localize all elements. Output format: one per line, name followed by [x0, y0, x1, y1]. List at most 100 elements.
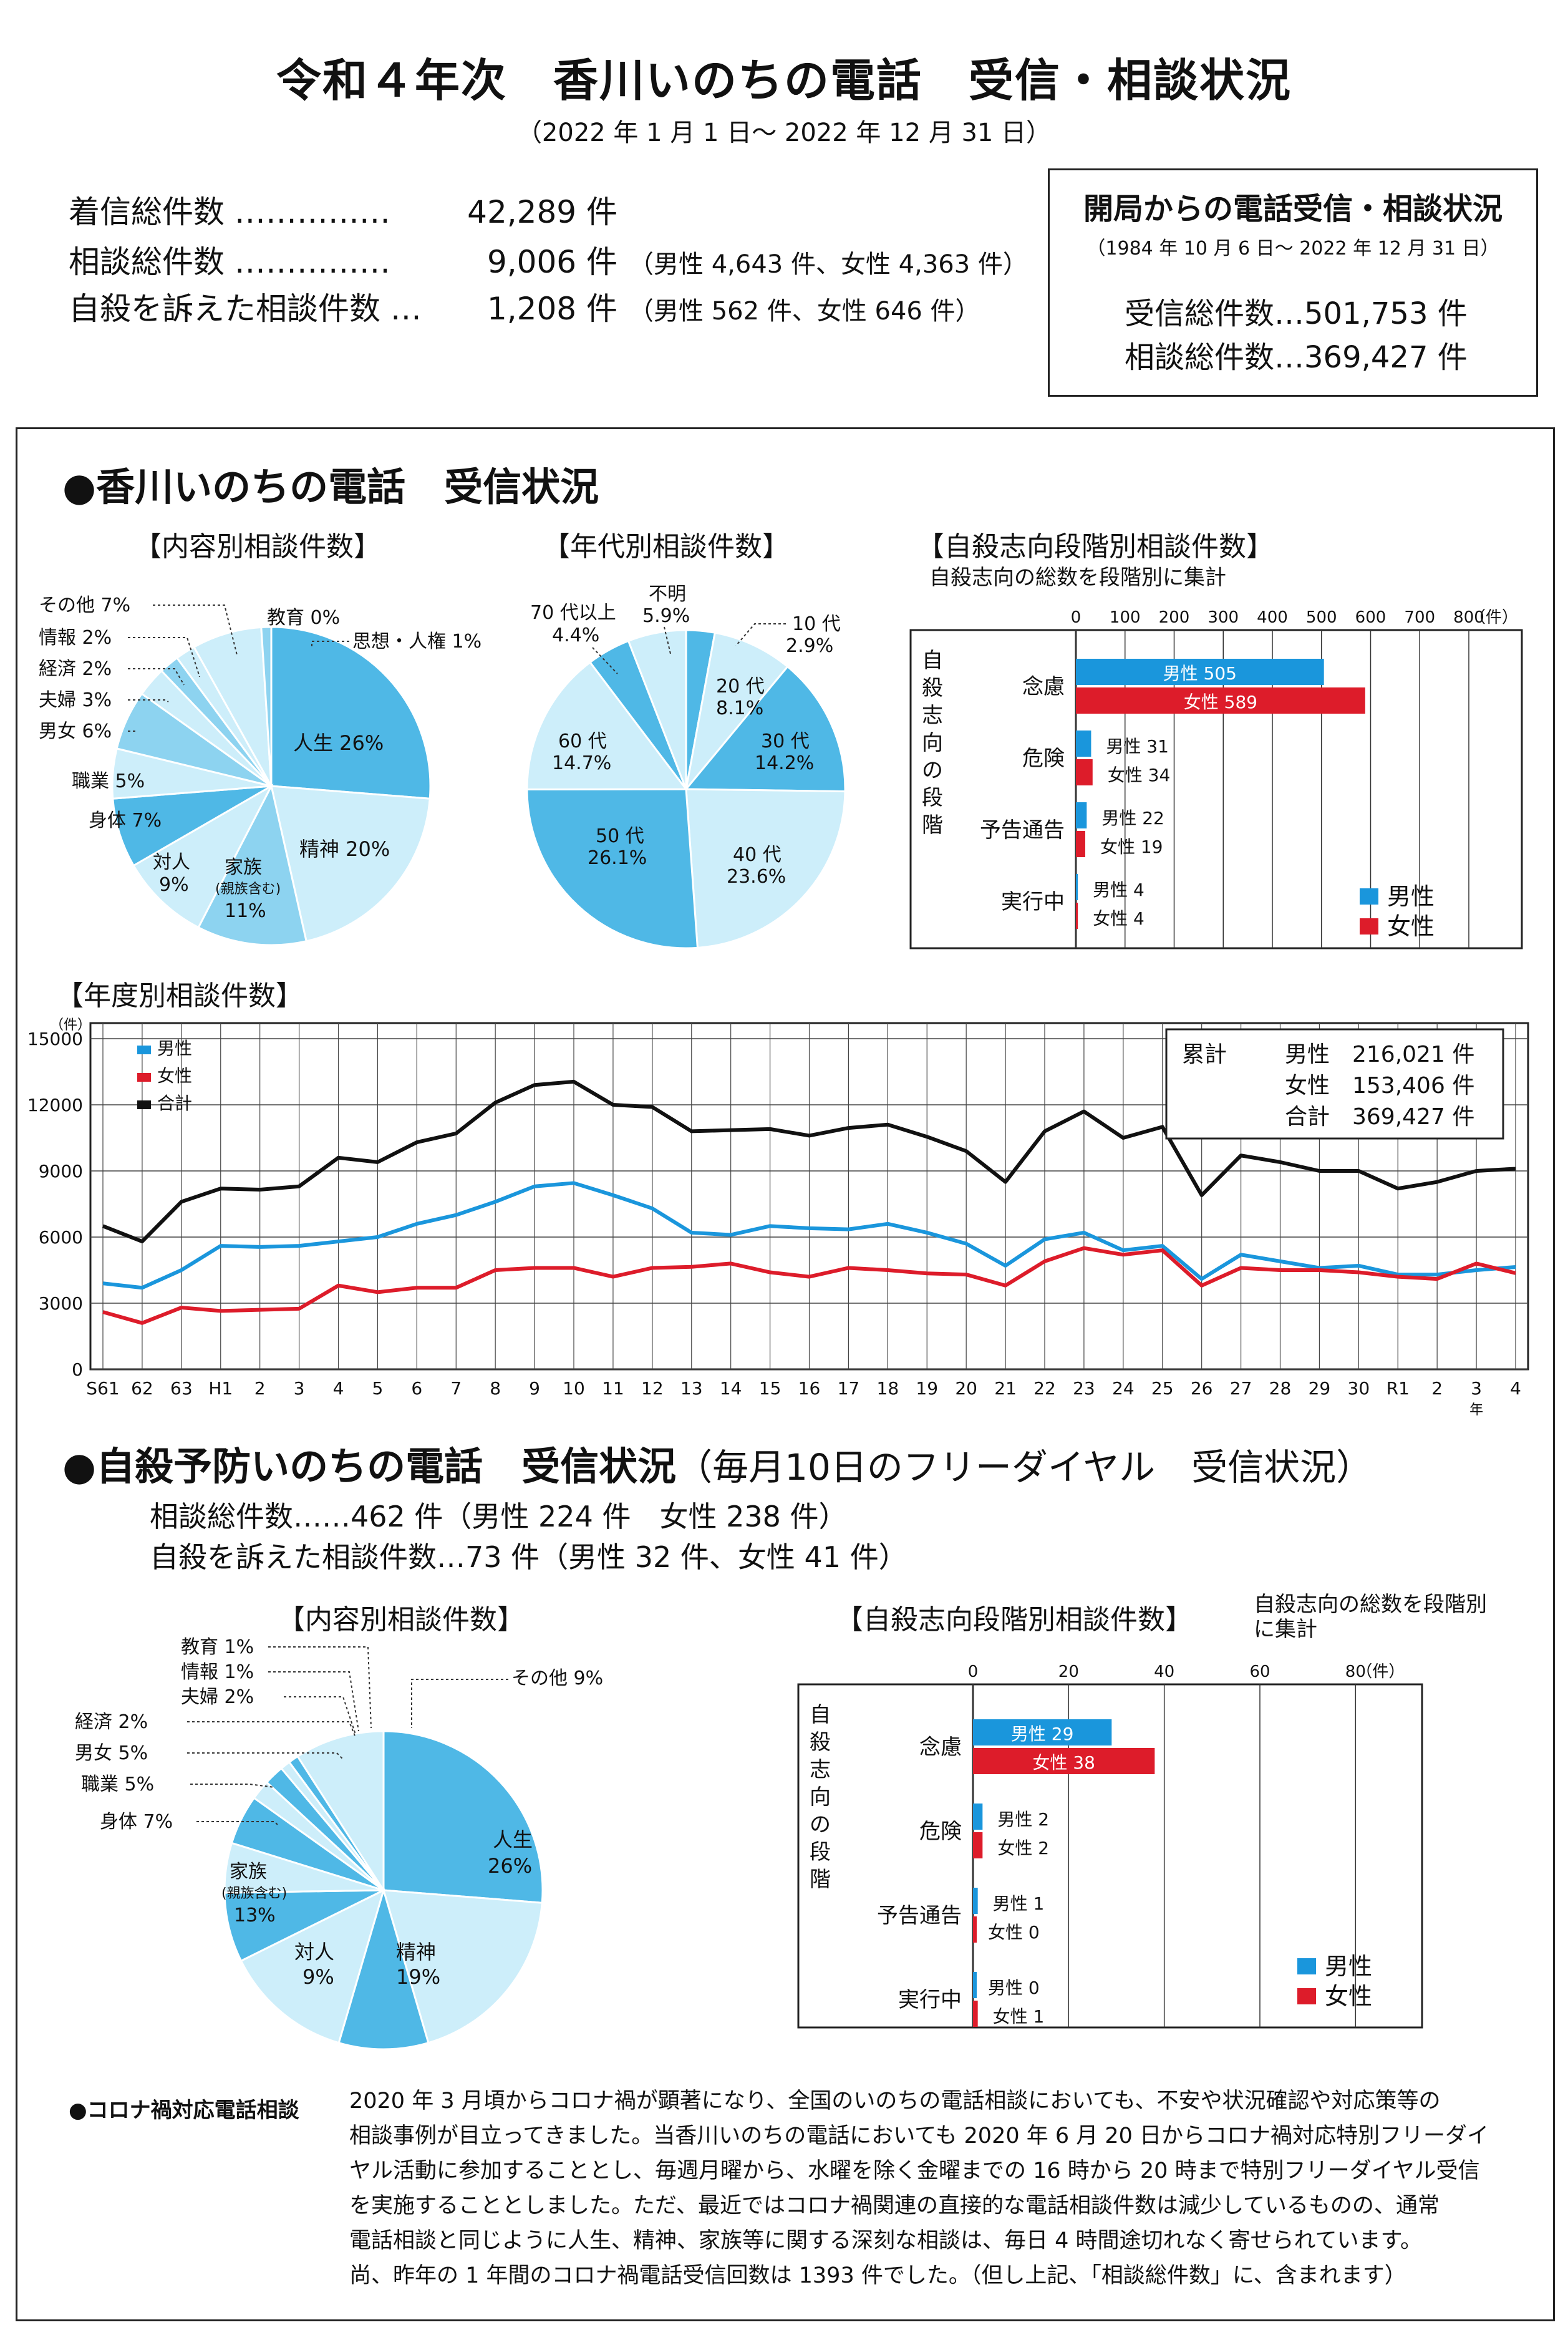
- bar1-legend-swatch: [1360, 888, 1378, 905]
- bar2-tick: 40: [1154, 1663, 1174, 1681]
- line-xtick: 7: [450, 1378, 462, 1399]
- summary-label: 着信総件数 ……………: [69, 194, 390, 230]
- bar1-ylabel: 志: [922, 703, 943, 728]
- pie3-label-jinsei-pct: 26%: [488, 1854, 532, 1878]
- summary-label: 相談総件数 ……………: [69, 244, 390, 280]
- bar1-bar-男性: [1076, 874, 1078, 900]
- bar1-category: 予告通告: [980, 818, 1065, 843]
- pie3-label-fufu: 夫婦 2%: [181, 1686, 254, 1708]
- pie1-label-keizai: 経済 2%: [39, 658, 112, 680]
- pie1-label-taijin: 対人: [153, 852, 190, 873]
- pie2-slice-7: [627, 629, 687, 790]
- bar1-unit: （件）: [1469, 608, 1518, 627]
- pie1-label-kazoku-note: (親族含む): [215, 881, 281, 897]
- bar1-value-label: 男性 505: [1163, 663, 1237, 684]
- section2-line2: 自殺を訴えた相談件数…73 件（男性 32 件、女性 41 件）: [150, 1540, 907, 1574]
- line-ytick: 6000: [39, 1227, 83, 1248]
- bar1-tick: 0: [1071, 608, 1082, 627]
- line-series-男性: [102, 1181, 1516, 1290]
- bar2-category: 念慮: [919, 1735, 962, 1760]
- pie2-label-50-pct: 26.1%: [588, 847, 647, 869]
- pie2-label-30: 30 代: [761, 731, 810, 752]
- bar2-bar-男性: [973, 1972, 977, 1998]
- summary-row-suicide: 自殺を訴えた相談件数 … 1,208 件 （男性 562 件、女性 646 件）: [69, 284, 980, 329]
- pie3-label-taijin-pct: 9%: [302, 1965, 334, 1989]
- note-line: を実施することとしました。ただ、最近ではコロナ禍関連の直接的な電話相談件数は減少…: [349, 2193, 1440, 2218]
- pie2-label-60: 60 代: [558, 731, 607, 752]
- pie2-label-40-pct: 23.6%: [727, 866, 786, 888]
- line-xtick: 27: [1230, 1378, 1252, 1399]
- bar2-value-label: 男性 2: [997, 1809, 1049, 1830]
- pie3-label-joho: 情報 1%: [181, 1661, 254, 1683]
- pie1-slice-4: [112, 785, 272, 867]
- line-totals-box: [1165, 1028, 1504, 1140]
- line-xtick: 2: [254, 1378, 266, 1399]
- line-xtick: 26: [1191, 1378, 1213, 1399]
- bar1-title: 【自殺志向段階別相談件数】: [917, 531, 1274, 563]
- pie3-label-kazoku: 家族: [230, 1861, 267, 1883]
- bar1-tick: 600: [1355, 608, 1387, 627]
- pie1-slice-0: [270, 626, 432, 800]
- line-ytick: 9000: [39, 1161, 83, 1182]
- line-xtick: 23: [1073, 1378, 1095, 1399]
- pie2-slice-1: [684, 631, 789, 793]
- pie2-label-50: 50 代: [596, 825, 644, 847]
- pie3-slice-2: [337, 1886, 430, 2051]
- pie3-label-kazoku-note: (親族含む): [221, 1886, 287, 1901]
- bar2-tick: 0: [968, 1663, 979, 1681]
- line-xtick: 11: [602, 1378, 624, 1399]
- line-totals-female: 女性 153,406 件: [1285, 1073, 1474, 1099]
- pie2-label-20: 20 代: [716, 676, 765, 697]
- pie2-slice-5: [526, 661, 689, 790]
- line-xtick: 63: [170, 1378, 193, 1399]
- bar1-tick: 400: [1257, 608, 1288, 627]
- line-xtick: 16: [798, 1378, 821, 1399]
- pie3-label-kyoiku: 教育 1%: [181, 1636, 254, 1658]
- pie3-slice-1: [382, 1889, 543, 2044]
- bar1-bar-女性: [1076, 687, 1365, 714]
- bar1-bar-男性: [1076, 731, 1091, 757]
- pie2-label-30-pct: 14.2%: [755, 752, 814, 774]
- pie1-label-shintai: 身体 7%: [89, 810, 162, 832]
- line-legend-swatch: [137, 1100, 151, 1109]
- line-xtick: 62: [131, 1378, 153, 1399]
- line-legend-swatch: [137, 1046, 151, 1054]
- pie3-label-shokugyo: 職業 5%: [81, 1774, 154, 1795]
- bar1-category: 危険: [1022, 746, 1065, 771]
- line-legend-label: 合計: [157, 1093, 192, 1114]
- line-unit: （件）: [50, 1017, 91, 1033]
- pie3-label-seishin: 精神: [396, 1940, 436, 1964]
- line-series-合計: [102, 1079, 1516, 1244]
- section2-line1: 相談総件数……462 件（男性 224 件 女性 238 件）: [150, 1500, 848, 1533]
- bar1-ylabel: 階: [922, 813, 943, 838]
- summary-sub: （男性 4,643 件、女性 4,363 件）: [629, 250, 1028, 279]
- line-xtick: 13: [680, 1378, 703, 1399]
- summary-row-calls: 着信総件数 …………… 42,289 件: [69, 187, 629, 232]
- line-xtick: 29: [1309, 1378, 1331, 1399]
- pie3-label-keizai: 経済 2%: [75, 1711, 148, 1733]
- note-line: ヤル活動に参加することとし、毎週月曜から、水曜を除く金曜までの 16 時から 2…: [349, 2158, 1480, 2183]
- bar2-ylabel: 段: [810, 1840, 831, 1865]
- line-xtick: 28: [1269, 1378, 1292, 1399]
- bar2-value-label: 女性 2: [997, 1838, 1049, 1858]
- section2-title: ●自殺予防いのちの電話 受信状況（毎月10日のフリーダイヤル 受信状況）: [62, 1435, 1372, 1491]
- line-xtick: R1: [1387, 1378, 1410, 1399]
- bar1-bar-男性: [1076, 802, 1087, 828]
- summary-value: 9,006 件: [486, 244, 617, 280]
- pie1-label-kyoiku: 教育 0%: [267, 607, 340, 629]
- bar2-subtitle: 自殺志向の総数を段階別に集計: [1254, 1592, 1487, 1642]
- bar2-bar-女性: [973, 1748, 1155, 1774]
- line-ytick: 12000: [27, 1095, 83, 1115]
- pie3-label-taijin: 対人: [294, 1940, 334, 1964]
- note-line: 2020 年 3 月頃からコロナ禍が顕著になり、全国のいのちの電話相談においても…: [349, 2089, 1441, 2114]
- bar2-legend-label: 男性: [1325, 1953, 1372, 1980]
- bar1-tick: 100: [1110, 608, 1141, 627]
- line-xtick: 15: [759, 1378, 782, 1399]
- pie3-label-seishin-pct: 19%: [396, 1965, 440, 1989]
- pie1-label-kazoku-pct: 11%: [225, 900, 266, 922]
- bar2-ylabel: 志: [810, 1757, 831, 1782]
- bar1-chart: 0 100 200 300 400 500 600 700 800（件）自殺志向の段階念慮男性 …: [909, 608, 1523, 949]
- section1-title: ●香川いのちの電話 受信状況: [62, 464, 599, 510]
- bar2-bar-女性: [973, 1916, 977, 1943]
